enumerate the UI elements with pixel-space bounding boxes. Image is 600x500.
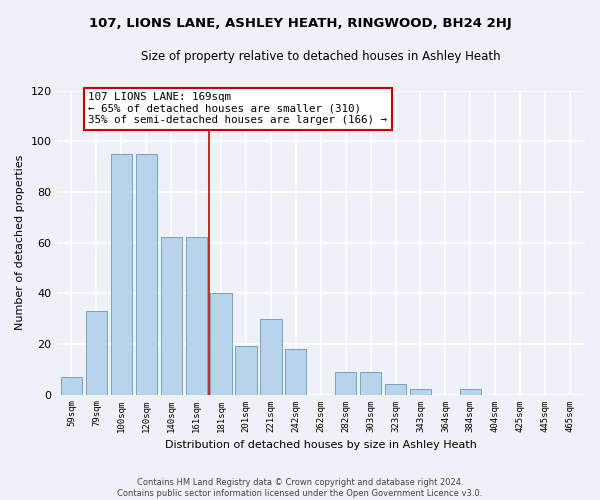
Bar bbox=[385, 384, 406, 394]
Bar bbox=[111, 154, 132, 394]
Bar bbox=[235, 346, 257, 395]
Bar bbox=[260, 318, 281, 394]
Bar bbox=[460, 390, 481, 394]
Bar bbox=[86, 311, 107, 394]
X-axis label: Distribution of detached houses by size in Ashley Heath: Distribution of detached houses by size … bbox=[165, 440, 477, 450]
Bar bbox=[211, 293, 232, 394]
Bar bbox=[410, 390, 431, 394]
Title: Size of property relative to detached houses in Ashley Heath: Size of property relative to detached ho… bbox=[141, 50, 500, 63]
Bar bbox=[185, 238, 207, 394]
Text: 107, LIONS LANE, ASHLEY HEATH, RINGWOOD, BH24 2HJ: 107, LIONS LANE, ASHLEY HEATH, RINGWOOD,… bbox=[89, 18, 511, 30]
Y-axis label: Number of detached properties: Number of detached properties bbox=[15, 155, 25, 330]
Text: 107 LIONS LANE: 169sqm
← 65% of detached houses are smaller (310)
35% of semi-de: 107 LIONS LANE: 169sqm ← 65% of detached… bbox=[88, 92, 387, 126]
Bar bbox=[360, 372, 381, 394]
Bar bbox=[136, 154, 157, 394]
Bar bbox=[285, 349, 307, 395]
Bar bbox=[335, 372, 356, 394]
Bar bbox=[161, 238, 182, 394]
Bar bbox=[61, 377, 82, 394]
Text: Contains HM Land Registry data © Crown copyright and database right 2024.
Contai: Contains HM Land Registry data © Crown c… bbox=[118, 478, 482, 498]
